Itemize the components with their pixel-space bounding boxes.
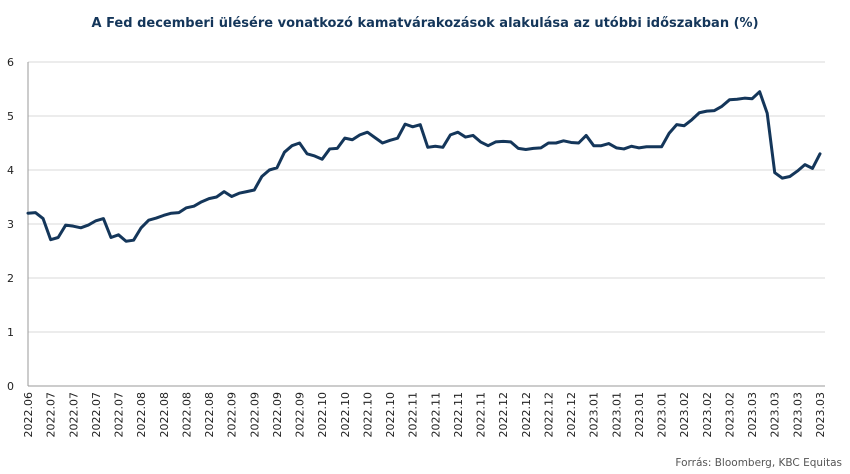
- x-tick-label: 2022.10: [361, 392, 374, 438]
- x-tick-label: 2022.07: [113, 392, 126, 438]
- x-tick-label: 2022.06: [22, 392, 35, 438]
- x-tick-label: 2022.07: [45, 392, 58, 438]
- x-tick-label: 2022.10: [339, 392, 352, 438]
- y-tick-label: 3: [7, 218, 14, 231]
- x-tick-label: 2023.03: [814, 392, 827, 438]
- x-tick-label: 2023.02: [723, 392, 736, 438]
- x-tick-label: 2023.01: [610, 392, 623, 438]
- y-tick-label: 6: [7, 56, 14, 69]
- y-tick-label: 1: [7, 326, 14, 339]
- chart-title: A Fed decemberi ülésére vonatkozó kamatv…: [91, 16, 758, 31]
- x-tick-label: 2022.12: [497, 392, 510, 438]
- x-tick-label: 2023.03: [769, 392, 782, 438]
- x-tick-label: 2022.09: [248, 392, 261, 438]
- y-tick-label: 0: [7, 380, 14, 393]
- x-tick-label: 2022.08: [158, 392, 171, 438]
- x-tick-label: 2023.01: [588, 392, 601, 438]
- x-tick-label: 2022.11: [429, 392, 442, 438]
- x-tick-label: 2022.08: [135, 392, 148, 438]
- x-tick-label: 2022.11: [407, 392, 420, 438]
- y-tick-label: 4: [7, 164, 14, 177]
- x-tick-label: 2022.07: [67, 392, 80, 438]
- x-tick-label: 2022.08: [203, 392, 216, 438]
- x-tick-label: 2023.02: [701, 392, 714, 438]
- line: [26, 90, 822, 243]
- x-tick-label: 2022.12: [565, 392, 578, 438]
- x-tick-label: 2022.12: [520, 392, 533, 438]
- x-tick-label: 2023.03: [746, 392, 759, 438]
- x-tick-label: 2023.02: [678, 392, 691, 438]
- x-tick-label: 2022.10: [316, 392, 329, 438]
- x-tick-label: 2022.09: [226, 392, 239, 438]
- x-tick-label: 2023.01: [656, 392, 669, 438]
- x-tick-label: 2022.11: [452, 392, 465, 438]
- x-tick-label: 2022.09: [271, 392, 284, 438]
- x-tick-label: 2023.03: [791, 392, 804, 438]
- x-tick-label: 2022.09: [294, 392, 307, 438]
- x-tick-label: 2022.07: [90, 392, 103, 438]
- x-tick-label: 2022.11: [475, 392, 488, 438]
- source: Forrás: Bloomberg, KBC Equitas: [675, 457, 842, 469]
- y-tick-label: 2: [7, 272, 14, 285]
- y-tick-label: 5: [7, 110, 14, 123]
- x-tick-label: 2022.10: [384, 392, 397, 438]
- x-tick-label: 2022.12: [542, 392, 555, 438]
- x-tick-label: 2022.08: [180, 392, 193, 438]
- x-tick-label: 2023.01: [633, 392, 646, 438]
